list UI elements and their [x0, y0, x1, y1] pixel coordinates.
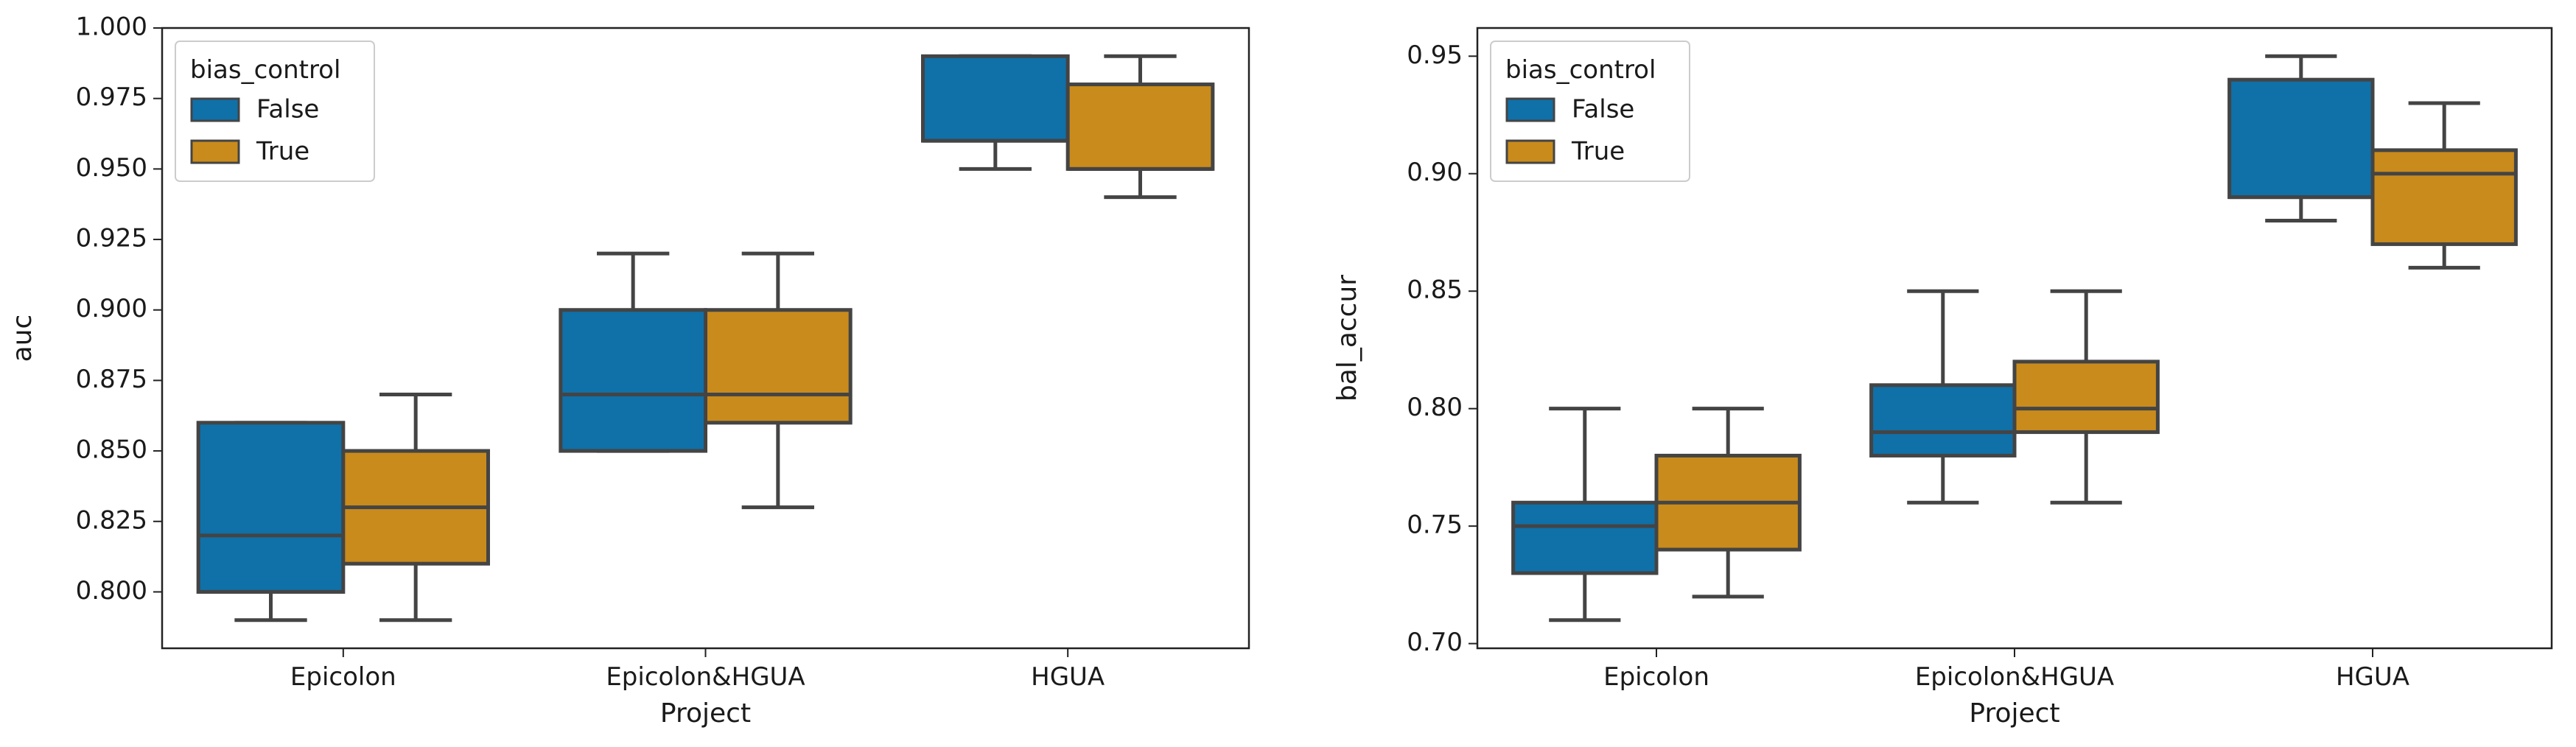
x-tick-label: HGUA: [1031, 662, 1105, 692]
legend-swatch-true: [190, 139, 240, 164]
y-tick-label: 0.85: [1407, 276, 1463, 305]
legend-swatch-false: [190, 97, 240, 122]
x-tick-label: Epicolon&HGUA: [1915, 662, 2114, 692]
legend-swatch-false: [1505, 97, 1555, 122]
legend: bias_control False True: [1490, 41, 1690, 182]
box-body: [921, 54, 1070, 143]
box-2-1-false: [1511, 407, 1659, 622]
box-1-1-true: [341, 393, 491, 622]
box-1-2-false: [559, 251, 707, 453]
y-axis-label: bal_accur: [1332, 275, 1362, 401]
y-tick-label: 0.975: [76, 83, 147, 112]
y-tick-label: 0.875: [76, 365, 147, 394]
x-tick-label: HGUA: [2336, 662, 2409, 692]
box-body: [704, 308, 853, 425]
legend-label-true: True: [1571, 137, 1625, 166]
y-tick-label: 0.80: [1407, 393, 1463, 422]
y-tick-label: 0.70: [1407, 628, 1463, 657]
legend-label-false: False: [1572, 95, 1634, 124]
box-1-1-false: [196, 421, 346, 622]
y-tick-label: 0.950: [76, 153, 147, 183]
box-2-1-true: [1654, 407, 1802, 599]
box-2-3-true: [2370, 101, 2518, 270]
x-axis-label: Project: [1969, 698, 2059, 729]
box-body: [1065, 83, 1215, 171]
chart-panel-2: 0.70 0.75 0.80 0.85 0.90 0.95 Epicolon Epicolon…: [1332, 27, 2553, 729]
legend-title: bias_control: [1505, 55, 1656, 85]
x-tick-label: Epicolon: [1603, 662, 1709, 692]
box-2-2-true: [2012, 289, 2160, 505]
y-tick-label: 0.900: [76, 294, 147, 323]
y-axis-label: auc: [7, 315, 38, 362]
y-tick-label: 0.925: [76, 224, 147, 253]
box-body: [1511, 500, 1659, 575]
x-tick-label: Epicolon: [290, 662, 396, 692]
legend: bias_control False True: [175, 41, 375, 182]
box-body: [559, 308, 707, 453]
box-body: [2370, 148, 2518, 246]
legend-title: bias_control: [190, 55, 340, 85]
box-body: [2227, 77, 2375, 200]
legend-label-false: False: [256, 95, 319, 124]
y-tick-label: 0.800: [76, 576, 147, 606]
x-tick-label: Epicolon&HGUA: [606, 662, 805, 692]
box-body: [1869, 383, 2017, 457]
y-tick-label: 1.000: [76, 13, 147, 42]
box-1-3-true: [1065, 54, 1215, 200]
legend-swatch-true: [1505, 139, 1555, 164]
y-tick-label: 0.75: [1407, 511, 1463, 540]
axes-frame: [161, 27, 1250, 650]
box-body: [196, 421, 346, 594]
legend-label-true: True: [256, 137, 309, 166]
box-2-2-false: [1869, 289, 2017, 505]
box-1-3-false: [921, 54, 1070, 171]
chart-panel-1: 0.800 0.825 0.850 0.875 0.900 0.925 0.950 0.975…: [7, 13, 1250, 729]
box-1-2-true: [704, 251, 853, 510]
y-tick-label: 0.825: [76, 505, 147, 535]
y-tick-label: 0.90: [1407, 158, 1463, 187]
box-body: [2012, 360, 2160, 435]
y-tick-label: 0.850: [76, 435, 147, 465]
x-axis-label: Project: [660, 698, 751, 729]
y-tick-label: 0.95: [1407, 41, 1463, 70]
axes-frame: [1476, 27, 2553, 650]
box-2-3-false: [2227, 54, 2375, 223]
